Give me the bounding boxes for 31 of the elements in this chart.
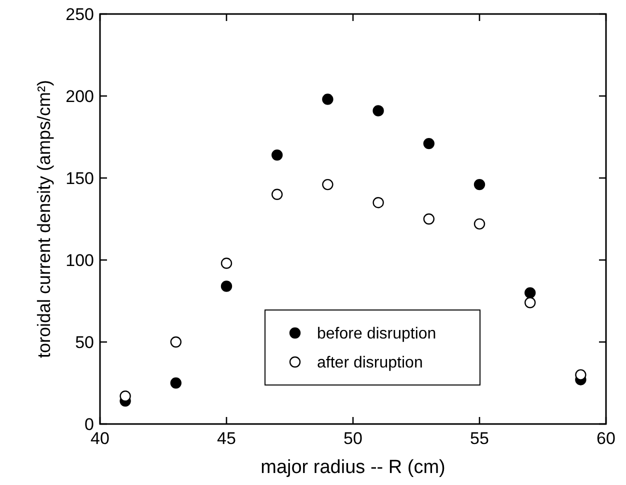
point — [322, 94, 334, 105]
point — [372, 105, 384, 116]
x-tick-label: 50 — [344, 429, 362, 448]
legend-label: before disruption — [317, 326, 436, 343]
point — [220, 258, 232, 269]
point — [372, 197, 384, 208]
point — [120, 390, 131, 402]
y-tick-label: 250 — [66, 4, 94, 24]
point — [524, 287, 536, 298]
point — [524, 297, 536, 308]
point — [170, 336, 182, 348]
point — [423, 138, 434, 150]
x-tick-label: 55 — [470, 429, 489, 448]
x-tick-label: 45 — [217, 429, 236, 448]
point — [170, 377, 182, 389]
y-tick-label: 100 — [66, 250, 94, 270]
y-axis-title: toroidal current density (amps/cm²) — [34, 80, 54, 358]
point — [272, 149, 283, 161]
point — [322, 178, 334, 190]
point — [575, 369, 586, 380]
x-tick-label: 60 — [596, 429, 616, 448]
point — [474, 178, 486, 190]
x-axis-title: major radius -- R (cm) — [260, 457, 446, 478]
y-tick-label: 200 — [66, 86, 94, 106]
point — [272, 188, 283, 200]
y-tick-label: 150 — [66, 168, 94, 188]
point — [220, 280, 232, 292]
point — [474, 218, 486, 230]
point — [423, 213, 434, 225]
legend-label: after disruption — [317, 354, 423, 372]
y-tick-label: 50 — [75, 332, 94, 352]
